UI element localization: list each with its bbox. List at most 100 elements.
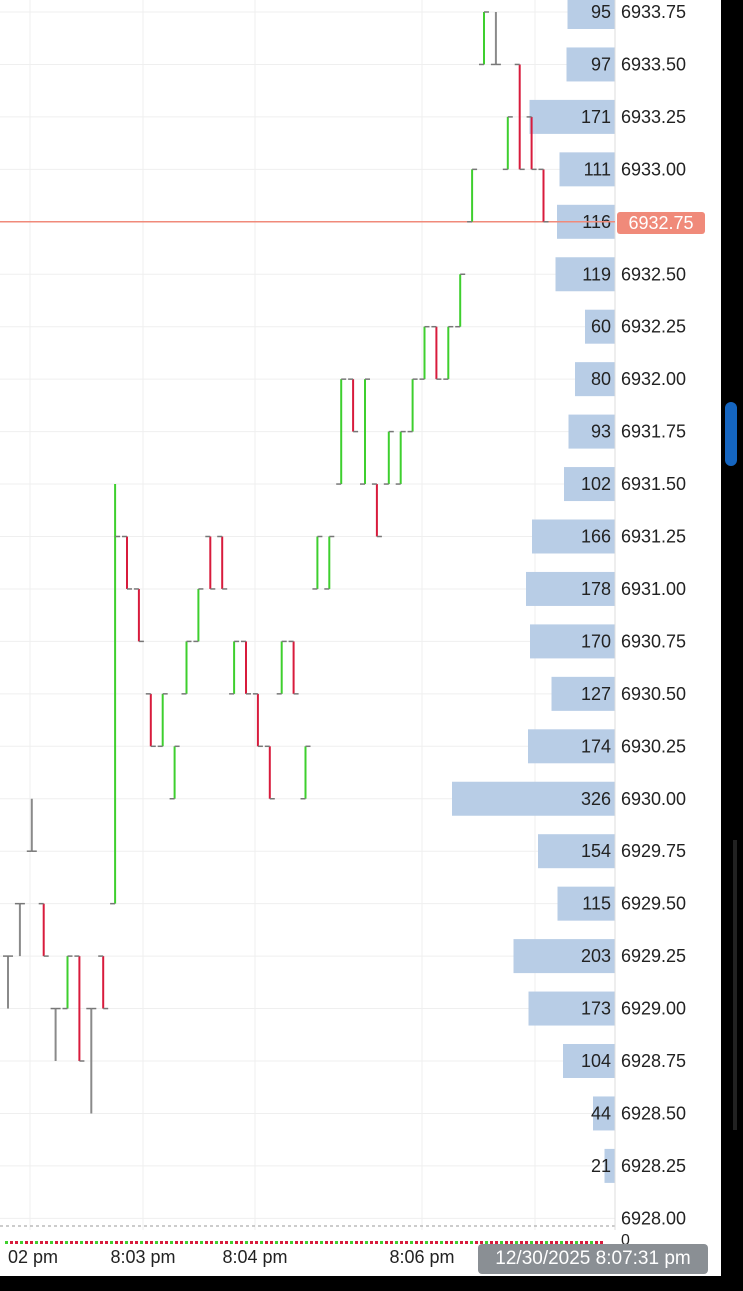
activity-tick (310, 1241, 313, 1244)
activity-tick (340, 1241, 343, 1244)
activity-tick (490, 1241, 493, 1244)
activity-tick (565, 1241, 568, 1244)
activity-tick (395, 1241, 398, 1244)
volume-zero-label: 0 (621, 1232, 630, 1249)
scroll-track (733, 840, 737, 1130)
activity-tick (250, 1241, 253, 1244)
activity-tick (400, 1241, 403, 1244)
activity-tick (410, 1241, 413, 1244)
activity-tick (240, 1241, 243, 1244)
activity-tick (510, 1241, 513, 1244)
activity-tick (120, 1241, 123, 1244)
activity-tick (235, 1241, 238, 1244)
activity-tick (555, 1241, 558, 1244)
activity-tick (585, 1241, 588, 1244)
activity-tick (110, 1241, 113, 1244)
activity-tick (195, 1241, 198, 1244)
activity-tick (475, 1241, 478, 1244)
activity-tick (570, 1241, 573, 1244)
volume-profile-label: 178 (581, 579, 611, 599)
activity-tick (295, 1241, 298, 1244)
price-tick-label: 6933.75 (621, 2, 686, 22)
activity-tick (320, 1241, 323, 1244)
activity-tick (60, 1241, 63, 1244)
activity-tick (270, 1241, 273, 1244)
volume-profile-bar (585, 309, 615, 344)
price-chart[interactable]: 9597171111116119608093102166178170127174… (0, 0, 721, 1276)
price-tick-label: 6932.00 (621, 369, 686, 389)
activity-tick (535, 1241, 538, 1244)
volume-profile-bar (575, 362, 615, 397)
activity-tick (540, 1241, 543, 1244)
volume-profile-bar (530, 624, 615, 659)
volume-profile-bar (564, 467, 615, 502)
volume-profile-label: 115 (582, 894, 611, 914)
volume-profile-label: 97 (591, 54, 611, 74)
activity-tick (165, 1241, 168, 1244)
activity-tick (495, 1241, 498, 1244)
activity-tick (170, 1241, 173, 1244)
activity-tick (545, 1241, 548, 1244)
activity-tick (10, 1241, 13, 1244)
volume-profile-label: 326 (581, 789, 611, 809)
activity-tick (150, 1241, 153, 1244)
volume-profile-bar (529, 99, 615, 134)
price-tick-label: 6929.25 (621, 946, 686, 966)
activity-tick (440, 1241, 443, 1244)
activity-tick (520, 1241, 523, 1244)
activity-tick (350, 1241, 353, 1244)
activity-tick (115, 1241, 118, 1244)
activity-tick (35, 1241, 38, 1244)
activity-tick (480, 1241, 483, 1244)
volume-profile-label: 60 (591, 317, 611, 337)
right-edge-strip (721, 0, 743, 1291)
volume-profile-bar (513, 939, 615, 974)
activity-tick (450, 1241, 453, 1244)
volume-profile-bar (593, 1096, 615, 1131)
volume-profile-bar (538, 834, 615, 869)
volume-profile-label: 173 (581, 999, 611, 1019)
activity-tick (210, 1241, 213, 1244)
volume-profile-label: 104 (581, 1051, 611, 1071)
price-tick-label: 6930.00 (621, 789, 686, 809)
activity-tick (435, 1241, 438, 1244)
price-tick-label: 6933.00 (621, 159, 686, 179)
activity-tick (600, 1241, 603, 1244)
scroll-handle[interactable] (725, 402, 737, 466)
activity-tick (105, 1241, 108, 1244)
volume-profile-bar (452, 781, 615, 816)
activity-tick (140, 1241, 143, 1244)
activity-tick (370, 1241, 373, 1244)
volume-profile-bar (551, 676, 615, 711)
activity-tick (55, 1241, 58, 1244)
activity-tick (90, 1241, 93, 1244)
activity-tick (160, 1241, 163, 1244)
activity-tick (95, 1241, 98, 1244)
volume-profile-label: 127 (581, 684, 611, 704)
price-tick-label: 6931.00 (621, 579, 686, 599)
activity-tick (430, 1241, 433, 1244)
crosshair-timestamp: 12/30/2025 8:07:31 pm (478, 1244, 708, 1274)
activity-tick (335, 1241, 338, 1244)
bottom-bar (0, 1276, 743, 1291)
volume-profile-bar (532, 519, 615, 554)
activity-tick (255, 1241, 258, 1244)
activity-tick (80, 1241, 83, 1244)
volume-profile-bar (563, 1044, 615, 1078)
price-tick-label: 6932.25 (621, 317, 686, 337)
activity-tick (375, 1241, 378, 1244)
volume-profile-label: 119 (582, 264, 611, 284)
activity-tick (595, 1241, 598, 1244)
volume-profile-bar (557, 886, 615, 921)
activity-tick (405, 1241, 408, 1244)
price-tick-label: 6930.50 (621, 684, 686, 704)
activity-tick (145, 1241, 148, 1244)
activity-tick (580, 1241, 583, 1244)
chart-area[interactable]: 95 97 171 111 116 119 60 80 93 102 166 178 170 127 174… (0, 0, 721, 1276)
activity-tick (550, 1241, 553, 1244)
activity-tick (360, 1241, 363, 1244)
activity-tick (485, 1241, 488, 1244)
activity-tick (315, 1241, 318, 1244)
volume-profile-label: 44 (591, 1103, 611, 1123)
activity-tick (300, 1241, 303, 1244)
